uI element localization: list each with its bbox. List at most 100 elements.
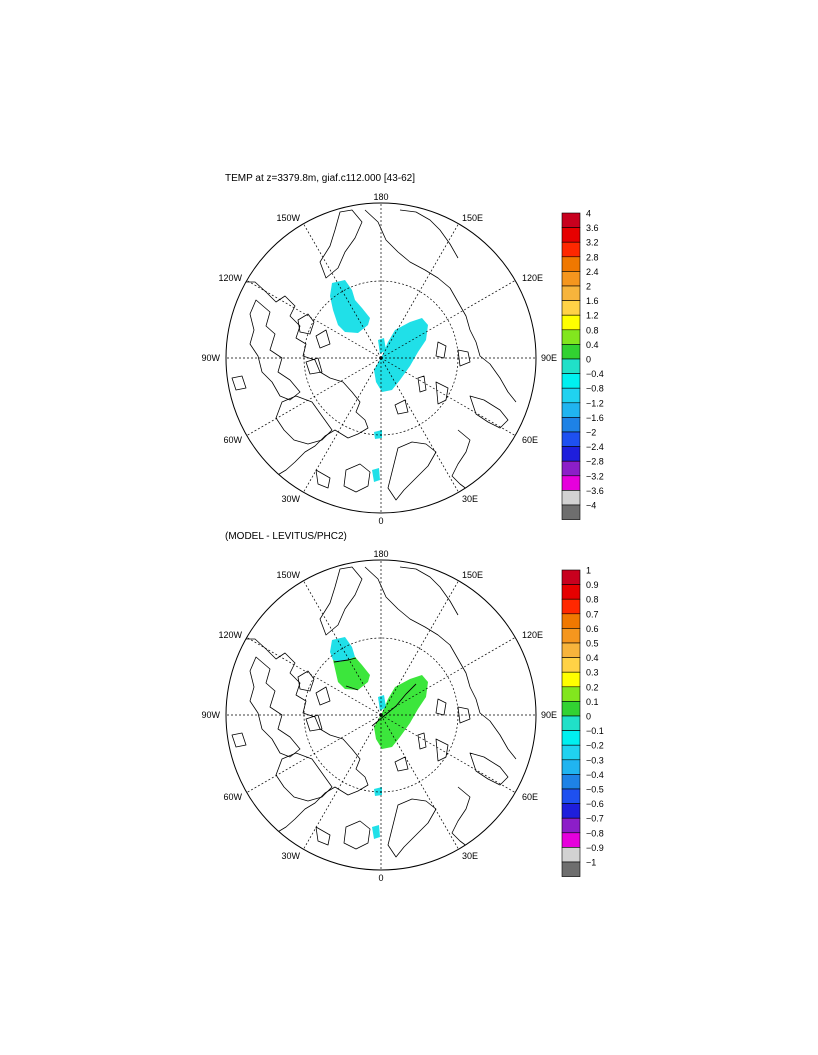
- colorbar-tick-label: −1.6: [586, 413, 604, 423]
- colorbar-swatch: [561, 613, 581, 629]
- colorbar-tick-label: −1.2: [586, 398, 604, 408]
- panel-1-colorbar: 4 3.6 3.2 2.8 2.4 2 1.6 1.2 0.8 0.4 0 −0.4 −0.8 −1.2 −…: [561, 209, 604, 520]
- colorbar-swatch: [561, 584, 581, 600]
- colorbar-tick-label: 0.4: [586, 653, 599, 663]
- panel-2-lon-label-150w: 150W: [276, 570, 300, 580]
- colorbar-swatch: [561, 657, 581, 673]
- colorbar-tick-label: −0.7: [586, 814, 604, 824]
- colorbar-swatch: [561, 344, 581, 360]
- colorbar-swatch: [561, 446, 581, 462]
- colorbar-tick-label: 2.4: [586, 267, 599, 277]
- colorbar-swatch: [561, 300, 581, 316]
- colorbar-tick-label: 0.9: [586, 580, 599, 590]
- colorbar-tick-label: 3.2: [586, 238, 599, 248]
- colorbar-swatch: [561, 504, 581, 520]
- panel-1-lon-label-150e: 150E: [462, 213, 483, 223]
- colorbar-tick-label: 1.6: [586, 296, 599, 306]
- colorbar-swatch: [561, 241, 581, 258]
- colorbar-swatch: [561, 861, 581, 877]
- panel-2-lon-label-30e: 30E: [462, 851, 478, 861]
- colorbar-tick-label: −2: [586, 428, 596, 438]
- colorbar-tick-label: −0.5: [586, 785, 604, 795]
- colorbar-tick-label: 0.1: [586, 697, 599, 707]
- panel-2-lon-label-180: 180: [373, 549, 388, 559]
- colorbar-tick-label: 0.2: [586, 682, 599, 692]
- colorbar-tick-label: −0.9: [586, 843, 604, 853]
- colorbar-swatch: [561, 373, 581, 389]
- colorbar-swatch: [561, 730, 581, 746]
- colorbar-tick-label: 0: [586, 712, 591, 722]
- panel-2-map-boundary: [225, 559, 537, 871]
- colorbar-tick-label: −3.2: [586, 471, 604, 481]
- colorbar-swatch: [561, 715, 581, 731]
- colorbar-tick-label: 0.7: [586, 609, 599, 619]
- colorbar-tick-label: 3.6: [586, 223, 599, 233]
- colorbar-swatch: [561, 417, 581, 433]
- colorbar-tick-label: −0.4: [586, 770, 604, 780]
- colorbar-tick-label: 1: [586, 566, 591, 576]
- colorbar-swatch: [561, 256, 581, 272]
- panel-1-map: 180 150E 120E 90E 60E 30E 0 30W 60W 90W …: [201, 192, 557, 526]
- colorbar-swatch: [561, 759, 581, 775]
- colorbar-tick-label: −2.8: [586, 457, 604, 467]
- panel-1-lon-label-30w: 30W: [281, 494, 300, 504]
- panel-2-anomaly-field: [330, 637, 428, 839]
- panel-1-title: TEMP at z=3379.8m, giaf.c112.000 [43-62]: [225, 173, 416, 184]
- colorbar-tick-label: 2: [586, 282, 591, 292]
- colorbar-swatch: [561, 475, 581, 491]
- panel-1-lon-label-90w: 90W: [201, 353, 220, 363]
- panel-2-lon-label-120w: 120W: [218, 630, 242, 640]
- panel-1-lon-label-90e: 90E: [541, 353, 557, 363]
- panel-1-coastlines: [226, 209, 517, 501]
- panel-2-map: 180 150E 120E 90E 60E 30E 0 30W 60W 90W …: [201, 549, 557, 883]
- panel-2-title: (MODEL - LEVITUS/PHC2): [225, 531, 347, 542]
- colorbar-tick-label: −0.6: [586, 799, 604, 809]
- colorbar-tick-label: −0.8: [586, 828, 604, 838]
- colorbar-swatch: [561, 832, 581, 848]
- colorbar-swatch: [561, 817, 581, 834]
- panel-1-lon-label-150w: 150W: [276, 213, 300, 223]
- panel-1-lon-label-120w: 120W: [218, 273, 242, 283]
- colorbar-tick-label: −0.2: [586, 741, 604, 751]
- panel-2-lon-label-120e: 120E: [522, 630, 543, 640]
- colorbar-swatch: [561, 701, 581, 717]
- colorbar-tick-label: 0: [586, 355, 591, 365]
- colorbar-swatch: [561, 628, 581, 644]
- colorbar-swatch: [561, 671, 581, 688]
- colorbar-swatch: [561, 788, 581, 804]
- panel-2-lon-label-30w: 30W: [281, 851, 300, 861]
- colorbar-swatch: [561, 569, 581, 585]
- panel-1-lon-label-60e: 60E: [522, 435, 538, 445]
- panel-1-meridians: [226, 203, 536, 513]
- panel-1-lon-label-120e: 120E: [522, 273, 543, 283]
- colorbar-swatch: [561, 227, 581, 243]
- colorbar-swatch: [561, 431, 581, 447]
- colorbar-swatch: [561, 285, 581, 301]
- panel-1-lon-label-60w: 60W: [223, 435, 242, 445]
- colorbar-swatch: [561, 686, 581, 702]
- colorbar-tick-label: −0.1: [586, 726, 604, 736]
- panel-2-lon-label-90e: 90E: [541, 710, 557, 720]
- panel-2-lon-label-0: 0: [378, 873, 383, 883]
- panel-1-lon-label-0: 0: [378, 516, 383, 526]
- colorbar-swatch: [561, 271, 581, 287]
- colorbar-tick-label: −2.4: [586, 442, 604, 452]
- colorbar-tick-label: −0.4: [586, 369, 604, 379]
- colorbar-tick-label: −0.8: [586, 384, 604, 394]
- colorbar-tick-label: 0.8: [586, 325, 599, 335]
- colorbar-tick-label: −1: [586, 858, 596, 868]
- colorbar-swatch: [561, 402, 581, 418]
- colorbar-swatch: [561, 803, 581, 819]
- colorbar-tick-label: 0.8: [586, 595, 599, 605]
- colorbar-tick-label: −4: [586, 501, 596, 511]
- colorbar-tick-label: −0.3: [586, 755, 604, 765]
- colorbar-tick-label: 0.6: [586, 624, 599, 634]
- panel-1-lon-label-180: 180: [373, 192, 388, 202]
- colorbar-swatch: [561, 329, 581, 345]
- colorbar-tick-label: 1.2: [586, 311, 599, 321]
- panel-1-anomaly-field: [330, 280, 428, 482]
- panel-2-lon-label-60w: 60W: [223, 792, 242, 802]
- colorbar-swatch: [561, 642, 581, 658]
- colorbar-tick-label: 4: [586, 209, 591, 219]
- panel-2-coastlines: [226, 566, 517, 858]
